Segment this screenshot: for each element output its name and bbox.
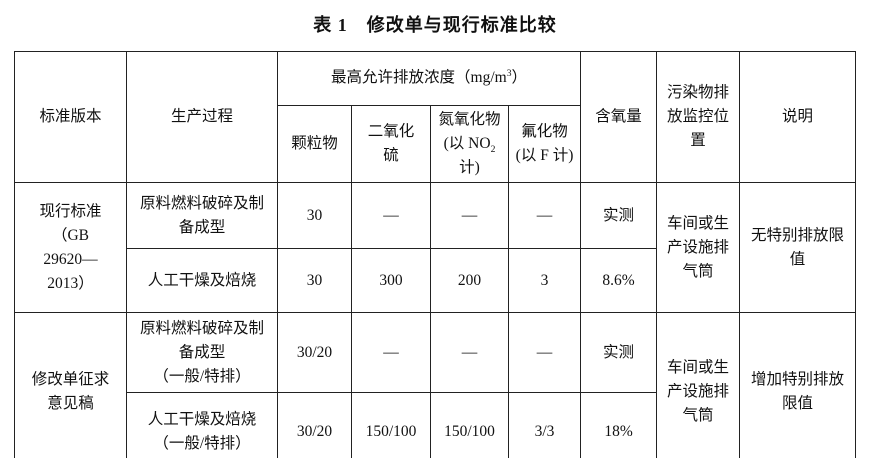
header-remarks: 说明 xyxy=(739,50,857,184)
cell-standard-version-amendment: 修改单征求 意见稿 xyxy=(14,312,127,458)
cell-particulate-value: 30 xyxy=(277,182,352,250)
cell-so2-value: 300 xyxy=(351,248,431,314)
header-oxygen-content: 含氧量 xyxy=(580,50,658,184)
header-max-emission-concentration: 最高允许排放浓度（mg/m3） xyxy=(276,51,582,106)
cell-nox-value: 150/100 xyxy=(430,392,509,458)
cell-nox-value: — xyxy=(430,182,509,250)
nox-note-subscript: 2 xyxy=(490,144,496,156)
cell-remarks: 增加特别排放 限值 xyxy=(739,312,857,458)
concentration-superscript: 3 xyxy=(506,68,512,80)
header-sulfur-dioxide: 二氧化 硫 xyxy=(351,104,431,184)
table-row: 人工干燥及焙烧 （一般/特排） 30/20 150/100 150/100 3/… xyxy=(15,392,856,458)
nox-note-suffix: 计) xyxy=(459,159,480,177)
fluoride-note: (以 F 计) xyxy=(515,147,574,165)
cell-so2-value: — xyxy=(351,182,431,250)
cell-nox-value: — xyxy=(430,312,509,394)
cell-oxygen-value: 实测 xyxy=(580,182,658,250)
table-row: 修改单征求 意见稿 原料燃料破碎及制 备成型 （一般/特排） 30/20 — —… xyxy=(14,312,857,458)
cell-production-process: 人工干燥及焙烧 （一般/特排） xyxy=(126,392,278,458)
cell-monitoring-location: 车间或生 产设施排 气筒 xyxy=(656,182,741,314)
header-production-process: 生产过程 xyxy=(126,50,278,184)
nox-label: 氮氧化物 xyxy=(438,111,501,128)
cell-particulate-value: 30 xyxy=(277,248,352,314)
cell-nox-value: 200 xyxy=(430,248,509,314)
header-standard-version: 标准版本 xyxy=(14,50,127,184)
header-monitoring-location: 污染物排 放监控位 置 xyxy=(656,50,741,184)
cell-production-process: 原料燃料破碎及制 备成型 （一般/特排） xyxy=(126,312,278,394)
header-particulate-matter: 颗粒物 xyxy=(277,104,352,184)
fluoride-label: 氟化物 xyxy=(521,123,568,140)
header-nitrogen-oxides: 氮氧化物 (以 NO2 计) xyxy=(430,104,509,184)
nox-note: (以 NO2 计) xyxy=(434,132,505,180)
table-row: 人工干燥及焙烧 30 300 200 3 8.6% xyxy=(15,248,856,314)
cell-so2-value: 150/100 xyxy=(351,392,431,458)
table-title: 表 1 修改单与现行标准比较 xyxy=(313,15,557,35)
cell-monitoring-location: 车间或生 产设施排 气筒 xyxy=(656,312,741,458)
cell-fluoride-value: 3 xyxy=(507,248,582,314)
header-row-pollutants: 颗粒物 二氧化 硫 氮氧化物 (以 NO2 计) 氟化物 (以 F 计) xyxy=(15,104,856,184)
cell-fluoride-value: — xyxy=(507,182,582,250)
concentration-close-paren: ） xyxy=(511,69,528,87)
cell-production-process: 人工干燥及焙烧 xyxy=(126,248,278,314)
cell-particulate-value: 30/20 xyxy=(277,312,352,394)
table-row: 现行标准 （GB 29620— 2013） 原料燃料破碎及制 备成型 30 — … xyxy=(14,182,857,314)
cell-standard-version-current: 现行标准 （GB 29620— 2013） xyxy=(14,182,127,314)
cell-so2-value: — xyxy=(351,312,431,394)
cell-remarks: 无特别排放限 值 xyxy=(739,182,857,314)
standards-comparison-table: 标准版本 生产过程 最高允许排放浓度（mg/m3） 含氧量 污染物排 放监控位 … xyxy=(14,50,857,458)
cell-fluoride-value: 3/3 xyxy=(507,392,582,458)
cell-particulate-value: 30/20 xyxy=(277,392,352,458)
cell-oxygen-value: 8.6% xyxy=(580,248,658,314)
cell-oxygen-value: 实测 xyxy=(580,312,658,394)
cell-oxygen-value: 18% xyxy=(580,392,658,458)
header-fluoride: 氟化物 (以 F 计) xyxy=(507,104,582,184)
nox-note-prefix: (以 NO xyxy=(443,135,491,153)
cell-fluoride-value: — xyxy=(507,312,582,394)
cell-production-process: 原料燃料破碎及制 备成型 xyxy=(126,182,278,250)
concentration-label: 最高允许排放浓度（mg/m xyxy=(331,69,507,87)
header-row-top: 标准版本 生产过程 最高允许排放浓度（mg/m3） 含氧量 污染物排 放监控位 … xyxy=(14,50,857,184)
